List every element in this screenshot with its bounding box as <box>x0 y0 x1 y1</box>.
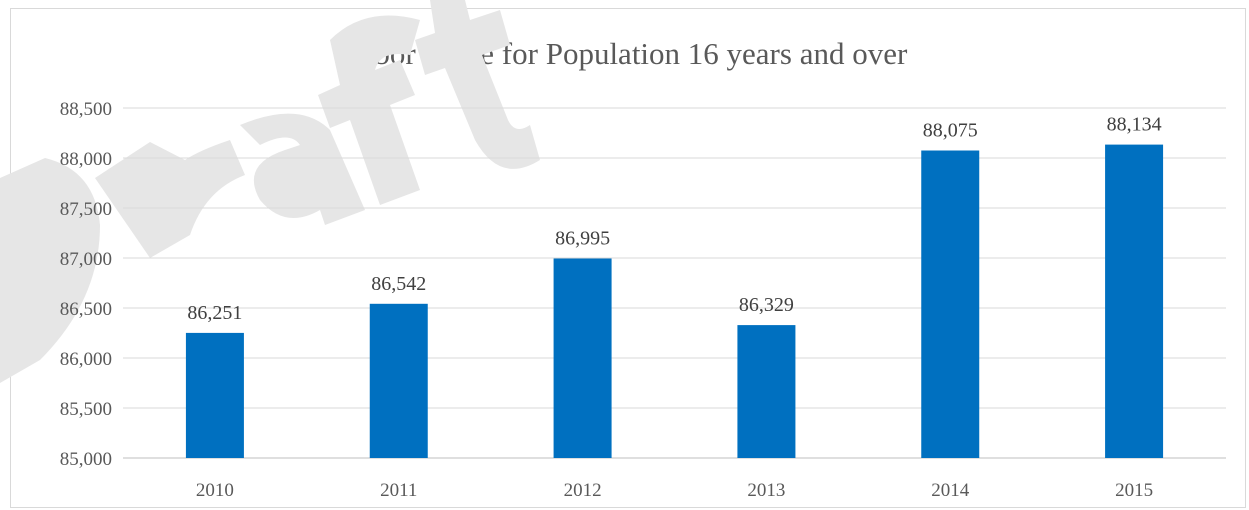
bar <box>369 303 428 458</box>
bars <box>185 144 1164 458</box>
y-tick-label: 86,000 <box>60 349 112 370</box>
data-label: 88,075 <box>923 120 978 142</box>
x-tick-label: 2012 <box>564 480 602 501</box>
y-tick-label: 88,500 <box>60 99 112 120</box>
data-label: 86,995 <box>555 228 610 250</box>
bar <box>737 325 796 458</box>
data-label: 88,134 <box>1107 114 1162 136</box>
x-axis-tick-labels: 2010 2011 2012 2013 2014 2015 <box>196 480 1153 501</box>
y-axis-tick-labels: 85,000 85,500 86,000 86,500 87,000 87,500 88,0… <box>60 99 112 470</box>
y-tick-label: 87,000 <box>60 249 112 270</box>
y-tick-label: 87,500 <box>60 199 112 220</box>
bar <box>921 150 980 458</box>
bar <box>553 258 612 458</box>
x-tick-label: 2011 <box>380 480 417 501</box>
data-label: 86,251 <box>187 302 242 324</box>
data-labels: 86,251 86,542 86,995 86,329 88,075 88,134 <box>187 114 1161 324</box>
x-tick-label: 2013 <box>747 480 785 501</box>
bar <box>185 332 244 458</box>
y-tick-label: 85,000 <box>60 449 112 470</box>
y-tick-label: 86,500 <box>60 299 112 320</box>
y-tick-label: 88,000 <box>60 149 112 170</box>
data-label: 86,542 <box>371 273 426 295</box>
gridlines <box>123 107 1226 459</box>
x-tick-label: 2010 <box>196 480 234 501</box>
y-tick-label: 85,500 <box>60 399 112 420</box>
x-tick-label: 2015 <box>1115 480 1153 501</box>
x-tick-label: 2014 <box>931 480 970 501</box>
data-label: 86,329 <box>739 294 794 316</box>
bar <box>1105 144 1164 458</box>
